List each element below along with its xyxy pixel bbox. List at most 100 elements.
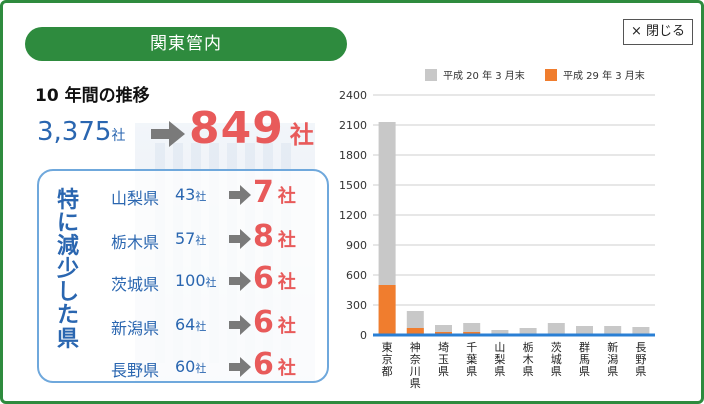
decline-box-label: 特に減少した県 — [56, 188, 79, 352]
close-button[interactable]: × 閉じる — [623, 19, 693, 45]
right-arrow-icon — [229, 357, 251, 377]
pref-before-unit: 社 — [195, 362, 207, 375]
total-after: 849 社 — [189, 103, 315, 154]
pref-after-unit: 社 — [277, 316, 296, 337]
bar-old — [604, 326, 622, 335]
pref-before-value: 64 — [175, 315, 196, 334]
x-tick-label: 県 — [438, 365, 449, 378]
y-tick-label: 600 — [346, 269, 367, 282]
pref-row: 茨城県 100社 6 社 — [111, 261, 321, 296]
x-tick-label: 県 — [410, 377, 421, 390]
pref-after-unit: 社 — [277, 186, 296, 207]
bar-old — [378, 122, 396, 335]
x-tick-label: 神 — [410, 340, 421, 354]
legend-label: 平成 20 年 3 月末 — [443, 69, 525, 82]
section-title: 10 年間の推移 — [35, 86, 150, 106]
bar-new — [378, 285, 396, 335]
pref-after-value: 7 — [253, 175, 274, 210]
total-after-value: 849 — [189, 103, 284, 154]
x-tick-label: 千 — [466, 341, 477, 354]
right-arrow-icon — [229, 229, 251, 249]
y-tick-label: 1800 — [339, 149, 367, 162]
x-tick-label: 潟 — [607, 353, 618, 366]
right-arrow-icon — [229, 315, 251, 335]
pref-after-value: 6 — [253, 347, 274, 382]
x-tick-label: 野 — [635, 353, 646, 366]
bar-old — [491, 330, 509, 335]
bar-old — [576, 326, 593, 335]
pref-after-unit: 社 — [277, 358, 296, 379]
x-tick-label: 栃 — [523, 340, 534, 354]
pref-after-unit: 社 — [277, 272, 296, 293]
bar-old — [435, 325, 452, 335]
y-tick-label: 0 — [360, 329, 367, 342]
pref-before-unit: 社 — [195, 320, 207, 333]
x-tick-label: 葉 — [466, 352, 477, 366]
x-tick-label: 県 — [466, 365, 477, 378]
x-tick-label: 東 — [382, 341, 393, 354]
pref-before: 43社 — [175, 185, 206, 204]
x-tick-label: 奈 — [410, 352, 421, 366]
pref-before-unit: 社 — [195, 190, 207, 203]
x-tick-label: 馬 — [579, 353, 590, 366]
total-before-value: 3,375 — [37, 117, 112, 147]
y-tick-label: 300 — [346, 299, 367, 312]
pref-before: 60社 — [175, 357, 206, 376]
region-badge: 関東管内 — [25, 27, 347, 61]
right-arrow-icon — [229, 185, 251, 205]
x-tick-label: 県 — [523, 365, 534, 378]
y-tick-label: 1500 — [339, 179, 367, 192]
bar-chart: 平成 20 年 3 月末 平成 29 年 3 月末 2400 2100 1800 1500… — [339, 69, 655, 390]
total-after-unit: 社 — [289, 121, 315, 149]
x-tick-label: 県 — [579, 365, 590, 378]
x-tick-label: 県 — [494, 365, 505, 378]
x-tick-label: 茨 — [551, 340, 562, 354]
pref-before: 64社 — [175, 315, 206, 334]
pref-before-unit: 社 — [195, 234, 207, 247]
pref-after-unit: 社 — [277, 230, 296, 251]
x-tick-label: 川 — [410, 365, 421, 378]
pref-name: 新潟県 — [111, 319, 160, 338]
pref-name: 栃木県 — [111, 233, 160, 252]
bar-new — [406, 328, 424, 335]
total-before-unit: 社 — [111, 128, 126, 144]
pref-after-value: 8 — [253, 219, 274, 254]
pref-name: 長野県 — [111, 361, 160, 380]
x-tick-label: 城 — [551, 353, 562, 366]
legend-label: 平成 29 年 3 月末 — [563, 69, 645, 82]
pref-name: 山梨県 — [111, 189, 160, 208]
y-tick-label: 900 — [346, 239, 367, 252]
x-tick-label: 都 — [382, 365, 393, 378]
pref-name: 茨城県 — [111, 275, 160, 294]
decline-box — [37, 169, 329, 383]
pref-row: 長野県 60社 6 社 — [111, 347, 321, 382]
legend-swatch — [545, 69, 557, 81]
y-tick-label: 2400 — [339, 89, 367, 102]
right-arrow-icon — [229, 271, 251, 291]
right-arrow-icon — [151, 121, 185, 147]
total-before: 3,375社 — [37, 117, 125, 147]
x-tick-label: 木 — [523, 353, 534, 366]
y-tick-label: 2100 — [339, 119, 367, 132]
x-tick-label: 梨 — [494, 352, 505, 366]
x-tick-label: 玉 — [438, 353, 449, 366]
pref-before-value: 57 — [175, 229, 196, 248]
pref-before-value: 60 — [175, 357, 196, 376]
x-tick-label: 県 — [635, 365, 646, 378]
x-tick-label: 県 — [607, 365, 618, 378]
pref-after-value: 6 — [253, 261, 274, 296]
pref-before: 100社 — [175, 271, 217, 290]
x-tick-label: 長 — [635, 341, 646, 354]
pref-after-value: 6 — [253, 305, 274, 340]
x-tick-label: 京 — [382, 352, 393, 366]
x-tick-label: 群 — [579, 340, 590, 354]
pref-row: 山梨県 43社 7 社 — [111, 175, 321, 210]
bar-old — [632, 327, 650, 335]
pref-row: 新潟県 64社 6 社 — [111, 305, 321, 340]
